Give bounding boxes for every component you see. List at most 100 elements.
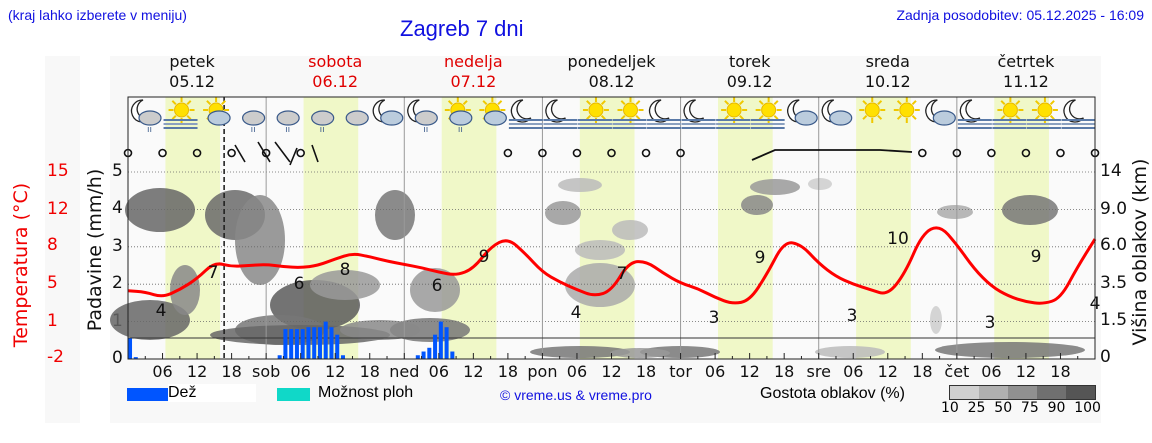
svg-text:18: 18 (360, 362, 380, 381)
svg-text:ıı: ıı (147, 125, 152, 135)
day-header: sreda 10.12 (828, 52, 948, 92)
sun-fog-icon (1026, 97, 1061, 129)
axis-tick: 15 (47, 161, 69, 181)
wind-barb-icon (311, 144, 319, 163)
showers-legend-label: Možnost ploh (318, 384, 414, 401)
calm-wind-icon (227, 148, 236, 158)
calm-wind-icon (192, 148, 202, 158)
sun-cloud-rain-icon: ıı (444, 97, 473, 135)
svg-text:12: 12 (325, 362, 345, 381)
day-date: 07.12 (450, 72, 497, 91)
moon-fog-icon (543, 99, 578, 129)
svg-text:6: 6 (294, 274, 305, 294)
cloud-density-scale: 10 25 50 75 90 100 (941, 385, 1101, 416)
day-header: četrtek 11.12 (966, 52, 1086, 92)
wind-barb-icon (257, 141, 271, 163)
day-date: 11.12 (1003, 72, 1049, 91)
cloud-density-tick: 100 (1074, 400, 1101, 416)
svg-text:6: 6 (432, 276, 443, 296)
moon-fog-icon (681, 99, 716, 129)
svg-text:12: 12 (878, 362, 898, 381)
svg-text:12: 12 (463, 362, 483, 381)
svg-text:7: 7 (617, 264, 628, 284)
x-axis-ticks: 06 12 18 sob 06 12 18 ned 06 12 18 pon 06 12 18 tor 06 12… (144, 353, 1079, 381)
svg-text:06: 06 (152, 362, 172, 381)
axis-tick: 12 (47, 199, 69, 219)
sun-fog-icon (577, 97, 612, 129)
svg-text:06: 06 (843, 362, 863, 381)
axis-tick: 4 (112, 198, 123, 219)
cloud-density-layer (110, 178, 1085, 358)
svg-text:pon: pon (527, 362, 557, 381)
svg-text:čet: čet (944, 362, 969, 381)
svg-text:9: 9 (479, 247, 490, 267)
plot-frame (127, 96, 1096, 360)
svg-text:9: 9 (755, 248, 766, 268)
sun-fog-icon (612, 97, 647, 129)
rain-bars (128, 321, 455, 359)
day-name: sobota (308, 52, 363, 71)
cloud-density-swatch (950, 386, 979, 399)
day-name: petek (169, 52, 215, 71)
svg-text:sre: sre (807, 362, 831, 381)
cloud-density-swatch (1037, 386, 1066, 399)
day-date: 09.12 (726, 72, 773, 91)
svg-text:18: 18 (1050, 362, 1070, 381)
calm-wind-icon (296, 148, 305, 158)
svg-text:ıı: ıı (285, 125, 290, 135)
cloud-density-swatch (1008, 386, 1037, 399)
svg-text:06: 06 (705, 362, 725, 381)
svg-text:06: 06 (429, 362, 449, 381)
svg-text:ıı: ıı (320, 125, 325, 135)
axis-tick: 3.5 (1100, 273, 1128, 293)
day-name: sreda (865, 52, 910, 71)
cloud-density-tick: 10 (941, 400, 959, 416)
axis-tick: 0 (1100, 347, 1111, 367)
axis-tick: 1 (47, 311, 58, 331)
svg-text:ıı: ıı (423, 125, 428, 135)
moon-cloud-icon (821, 99, 853, 126)
cloud-rain-icon: ıı (276, 110, 300, 135)
sun-cloud-icon (479, 97, 507, 126)
svg-text:4: 4 (156, 301, 167, 321)
weather-icons: ıı ıı ıı ıı ıı ıı (130, 97, 1096, 135)
showers-legend-swatch (277, 388, 310, 401)
day-date: 06.12 (312, 72, 359, 91)
moon-cloud-icon (372, 99, 404, 126)
cloud-rain-icon: ıı (311, 110, 335, 135)
svg-text:9: 9 (1031, 247, 1042, 267)
svg-text:tor: tor (669, 362, 692, 381)
svg-text:4: 4 (571, 303, 582, 323)
rain-legend-label: Dež (168, 384, 257, 402)
day-header: nedelja 07.12 (413, 52, 533, 92)
axis-tick: 5 (47, 273, 58, 293)
calm-wind-icon (987, 148, 996, 158)
axis-tick: 8 (47, 235, 58, 255)
axis-tick: -2 (47, 347, 64, 367)
svg-text:12: 12 (187, 362, 207, 381)
wind-barb-icon (274, 141, 291, 163)
svg-text:sob: sob (252, 362, 280, 381)
axis-tick: 0 (112, 348, 123, 368)
moon-cloud-icon (787, 99, 818, 126)
svg-text:18: 18 (774, 362, 794, 381)
svg-text:06: 06 (981, 362, 1001, 381)
calm-wind-icon (1056, 148, 1065, 158)
calm-wind-icon (918, 148, 927, 158)
svg-text:06: 06 (290, 362, 310, 381)
sun-fog-icon (992, 97, 1027, 129)
cloud-density-tick: 50 (994, 400, 1013, 416)
calm-wind-icon (641, 148, 651, 158)
svg-text:3: 3 (709, 308, 720, 328)
day-date: 05.12 (169, 72, 215, 91)
svg-text:18: 18 (912, 362, 932, 381)
copyright: © vreme.us & vreme.pro (500, 387, 652, 403)
sun-fog-icon (750, 97, 785, 129)
cloud-rain-icon: ıı (242, 110, 266, 135)
sun-fog-icon (716, 97, 751, 129)
sun-icon (859, 97, 886, 123)
svg-text:ıı: ıı (251, 125, 256, 135)
rain-legend-swatch (127, 388, 175, 401)
cloud-icon (345, 110, 369, 126)
day-header: torek 09.12 (690, 52, 810, 92)
